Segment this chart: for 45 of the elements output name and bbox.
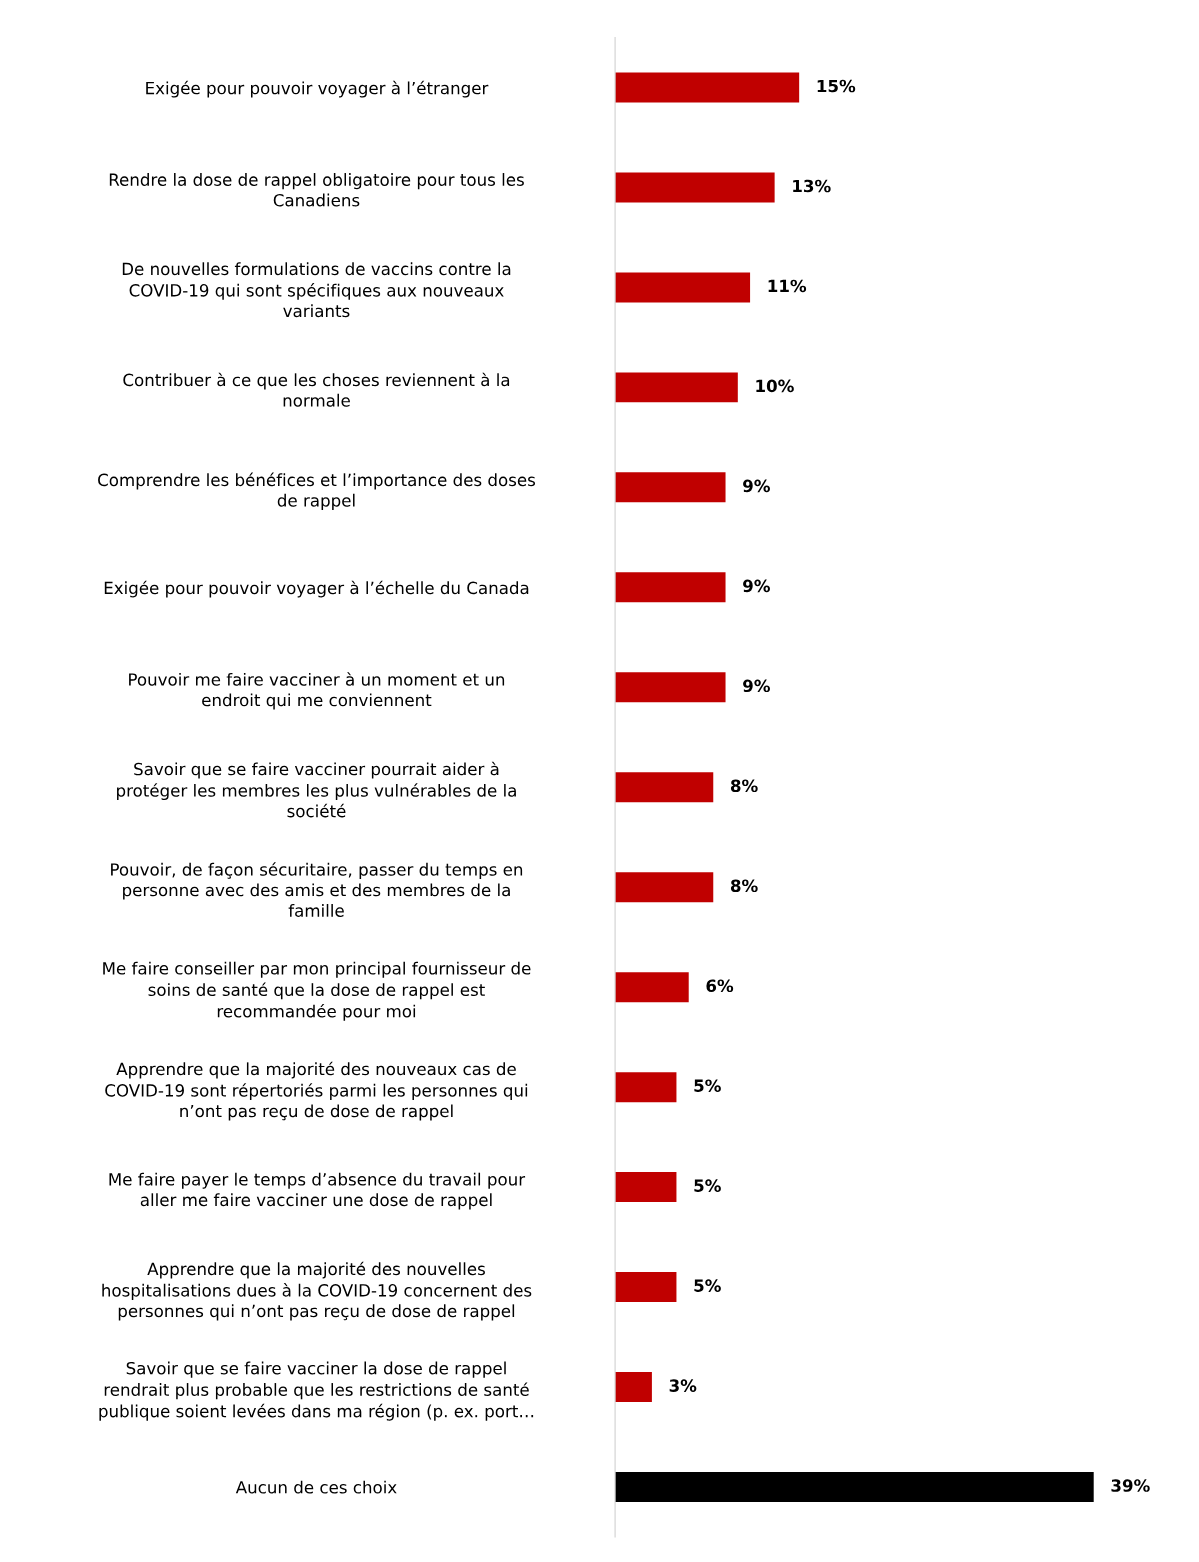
y-tick-label: Savoir que se faire vacciner pourrait aider à protéger les membres les plus vulnérables de la société (117, 761, 516, 818)
data-label: 8% (730, 779, 758, 793)
data-label: 9% (743, 479, 770, 493)
y-tick-label: Apprendre que la majorité des nouveaux cas de COVID-19 sont répertoriés parmi les personnes qui n’ont pas reçu de dose de rappel (105, 1061, 528, 1121)
data-label: 3% (669, 1379, 697, 1392)
y-tick-label: Exigée pour pouvoir voyager à l’étranger (146, 80, 489, 98)
bar (615, 72, 800, 103)
y-tick-label: De nouvelles formulations de vaccins contre la COVID-19 qui sont spécifiques aux nouveaux variants (122, 262, 511, 318)
bar (615, 1372, 652, 1403)
data-label: 6% (706, 979, 734, 993)
bar (615, 272, 751, 303)
bar (615, 472, 726, 503)
data-label: 9% (743, 579, 770, 593)
data-label: 13% (793, 179, 831, 193)
y-tick-label: Contribuer à ce que les choses reviennent à la normale (123, 372, 510, 407)
data-label: 15% (817, 79, 856, 93)
y-tick-label: Rendre la dose de rappel obligatoire pour tous les Canadiens (109, 173, 524, 207)
bar (615, 172, 775, 203)
bar (615, 372, 738, 403)
data-label: 9% (743, 679, 770, 693)
bar (615, 1072, 677, 1103)
bar (615, 1472, 1094, 1503)
y-tick-label: Pouvoir, de façon sécuritaire, passer du temps en personne avec des amis et des membres de la famille (111, 862, 523, 917)
data-label: 5% (694, 1079, 721, 1092)
y-tick-label: Savoir que se faire vacciner la dose de rappel rendrait plus probable que les restrictions de santé publique soient levées dans ma région (p. ex. port… (99, 1361, 534, 1421)
y-tick-label: Aucun de ces choix (235, 1480, 397, 1494)
y-tick-label: Exigée pour pouvoir voyager à l’échelle du Canada (104, 580, 529, 598)
y-tick-label: Comprendre les bénéfices et l’importance des doses de rappel (98, 472, 536, 510)
bar (615, 872, 714, 903)
data-label: 39% (1111, 1479, 1150, 1492)
y-tick-label: Apprendre que la majorité des nouvelles hospitalisations dues à la COVID-19 concernent des personnes qui n’ont pas reçu de dose de rappel (102, 1261, 532, 1321)
data-label: 5% (694, 1279, 721, 1292)
bar (615, 672, 726, 703)
bar (615, 1272, 677, 1303)
bar (615, 572, 726, 603)
data-label: 10% (756, 379, 794, 393)
data-label: 11% (768, 279, 807, 293)
bar (615, 1172, 677, 1203)
bar (615, 772, 714, 803)
bar (615, 972, 689, 1003)
y-tick-label: Pouvoir me faire vacciner à un moment et un endroit qui me conviennent (129, 672, 505, 710)
y-tick-label: Me faire conseiller par mon principal fournisseur de soins de santé que la dose de rappel est recommandée pour moi (103, 961, 531, 1021)
data-label: 8% (730, 879, 758, 893)
data-label: 5% (694, 1179, 721, 1192)
y-tick-label: Me faire payer le temps d’absence du travail pour aller me faire vacciner une dose de rappel (109, 1172, 526, 1210)
